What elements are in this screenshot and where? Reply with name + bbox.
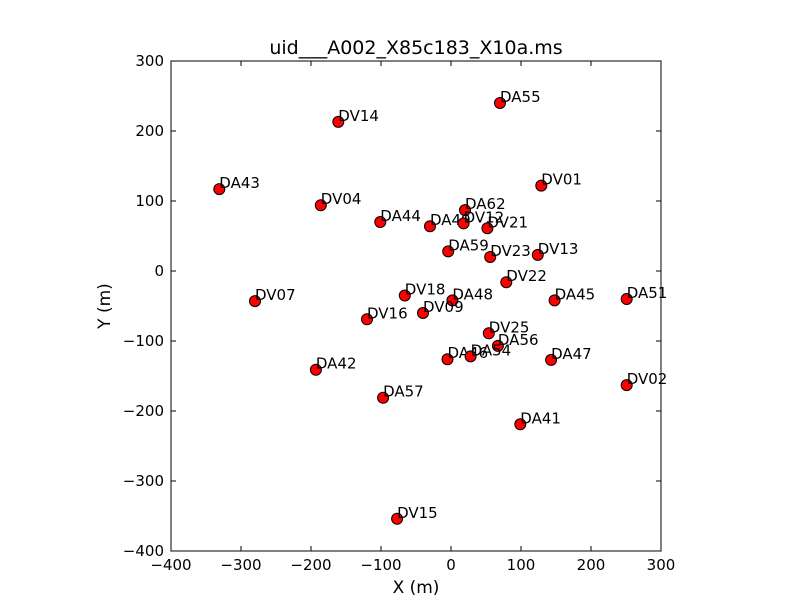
- y-tick-label: 200: [135, 122, 164, 140]
- x-tick-label: −300: [220, 556, 261, 574]
- antenna-label: DA62: [465, 195, 506, 213]
- chart-title: uid___A002_X85c183_X10a.ms: [269, 37, 562, 59]
- antenna-marker: [514, 418, 527, 431]
- antenna-label: DV01: [541, 171, 582, 189]
- antenna-label: DA51: [627, 284, 668, 302]
- antenna-label: DA42: [316, 355, 357, 373]
- antenna-label: DV07: [255, 286, 296, 304]
- antenna-label: DA44: [380, 207, 421, 225]
- antenna-marker: [545, 353, 558, 366]
- antenna-marker: [377, 391, 390, 404]
- antenna-marker: [391, 512, 404, 525]
- x-tick-label: −100: [360, 556, 401, 574]
- antenna-marker: [457, 217, 470, 230]
- antenna-marker: [309, 363, 322, 376]
- antenna-label: DV02: [627, 370, 668, 388]
- antenna-marker: [314, 199, 327, 212]
- y-tick-label: 0: [154, 262, 164, 280]
- antenna-marker: [481, 222, 494, 235]
- y-tick-label: −100: [123, 332, 164, 350]
- antenna-label: DV18: [405, 281, 446, 299]
- antenna-marker: [548, 294, 561, 307]
- antenna-label: DA43: [219, 174, 260, 192]
- x-tick-label: 100: [507, 556, 536, 574]
- antenna-label: DV23: [490, 242, 531, 260]
- y-axis-label: Y (m): [95, 283, 115, 330]
- plot-frame: [170, 60, 662, 552]
- antenna-marker: [500, 276, 513, 289]
- antenna-marker: [446, 294, 459, 307]
- antenna-label: DV15: [397, 504, 438, 522]
- antenna-label: DV22: [506, 267, 547, 285]
- antenna-label: DV25: [489, 318, 530, 336]
- antenna-label: DA59: [448, 236, 489, 254]
- antenna-marker: [398, 289, 411, 302]
- antenna-label: DA41: [520, 409, 561, 427]
- x-tick-label: 0: [446, 556, 456, 574]
- antenna-label: DA48: [452, 285, 493, 303]
- y-tick-label: −400: [123, 542, 164, 560]
- antenna-marker: [620, 293, 633, 305]
- antenna-label: DV14: [338, 107, 379, 125]
- antenna-marker: [361, 313, 373, 326]
- antenna-marker: [494, 97, 506, 109]
- x-tick-label: −200: [290, 556, 331, 574]
- antenna-marker: [332, 115, 345, 128]
- antenna-label: DA55: [500, 88, 541, 106]
- antenna-marker: [249, 295, 261, 308]
- antenna-label: DV21: [487, 213, 528, 231]
- antenna-marker: [459, 204, 471, 217]
- antenna-marker: [535, 179, 548, 192]
- y-tick-label: 300: [135, 52, 164, 70]
- x-tick-label: 200: [577, 556, 606, 574]
- antenna-label: DV16: [367, 304, 408, 322]
- antenna-marker: [620, 379, 633, 392]
- antenna-marker: [491, 339, 504, 352]
- antenna-marker: [531, 248, 544, 261]
- antenna-label: DA54: [471, 341, 512, 359]
- antenna-marker: [374, 216, 387, 228]
- x-axis-label: X (m): [393, 578, 440, 598]
- y-tick-label: −300: [123, 472, 164, 490]
- antenna-label: DV13: [538, 240, 579, 258]
- antenna-marker: [442, 245, 455, 258]
- antenna-label: DA57: [383, 383, 424, 401]
- antenna-marker: [417, 307, 429, 319]
- x-tick-label: −400: [150, 556, 191, 574]
- antenna-marker: [441, 353, 454, 366]
- antenna-marker: [464, 350, 477, 363]
- antenna-label: DA56: [498, 331, 539, 349]
- y-tick-label: 100: [135, 192, 164, 210]
- antenna-marker: [424, 220, 436, 233]
- antenna-marker: [482, 327, 495, 340]
- antenna-marker: [213, 183, 226, 196]
- axis-ticks: −400 −300 −200 −100 0 100 200 300 −400 −300 −200 −1…: [123, 52, 676, 574]
- antenna-label: DV04: [321, 190, 362, 208]
- antenna-label: DV09: [423, 298, 464, 316]
- antenna-label: DV12: [464, 208, 505, 226]
- antenna-label: DA45: [555, 285, 596, 303]
- y-tick-label: −200: [123, 402, 164, 420]
- antenna-marker: [484, 251, 497, 263]
- x-tick-label: 300: [647, 556, 676, 574]
- antenna-label: DA47: [551, 345, 592, 363]
